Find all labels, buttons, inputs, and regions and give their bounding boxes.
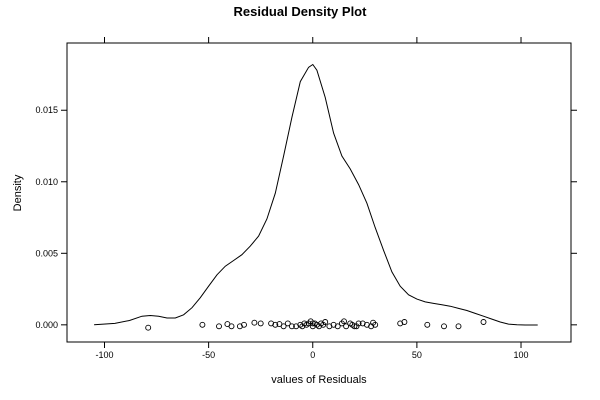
residual-point [251,319,258,326]
residual-point [216,323,222,330]
residual-point [228,323,235,330]
residual-point [288,323,295,330]
density-line [94,63,538,326]
x-tick-label: 100 [514,350,529,360]
x-tick-label: 0 [310,350,315,360]
y-tick-label: 0.005 [35,248,58,258]
y-tick-label: 0.015 [35,105,58,115]
residual-point [309,320,316,327]
residual-point [455,323,462,330]
x-tick-label: 50 [412,350,422,360]
residual-point [341,318,347,325]
residual-point [280,323,287,330]
residual-point [284,320,291,327]
residual-point [199,321,206,328]
residual-point [145,324,152,331]
residual-point [441,323,447,330]
plot-frame [66,42,572,343]
residual-point [334,323,341,330]
residual-point [272,321,279,328]
residual-point [351,323,358,330]
residual-point [257,320,264,327]
residual-points [145,318,487,331]
x-axis-label: values of Residuals [271,374,367,386]
chart-title: Residual Density Plot [234,4,368,19]
x-tick-label: -50 [202,350,215,360]
residual-point [424,321,431,328]
residual-point [241,321,247,328]
residual-point [355,320,362,327]
x-tick-label: -100 [95,350,113,360]
y-axis-label: Density [12,174,24,211]
residual-point [343,323,350,330]
residual-point [322,319,329,325]
y-tick-label: 0.000 [35,320,58,330]
residual-point [401,319,408,325]
residual-point [480,319,487,325]
residual-point [372,321,379,328]
y-tick-label: 0.010 [35,177,58,187]
tick-labels: -100 -50 0 50 100 0.000 0.005 0.010 0.015 [35,105,528,360]
axis-ticks [61,37,577,348]
